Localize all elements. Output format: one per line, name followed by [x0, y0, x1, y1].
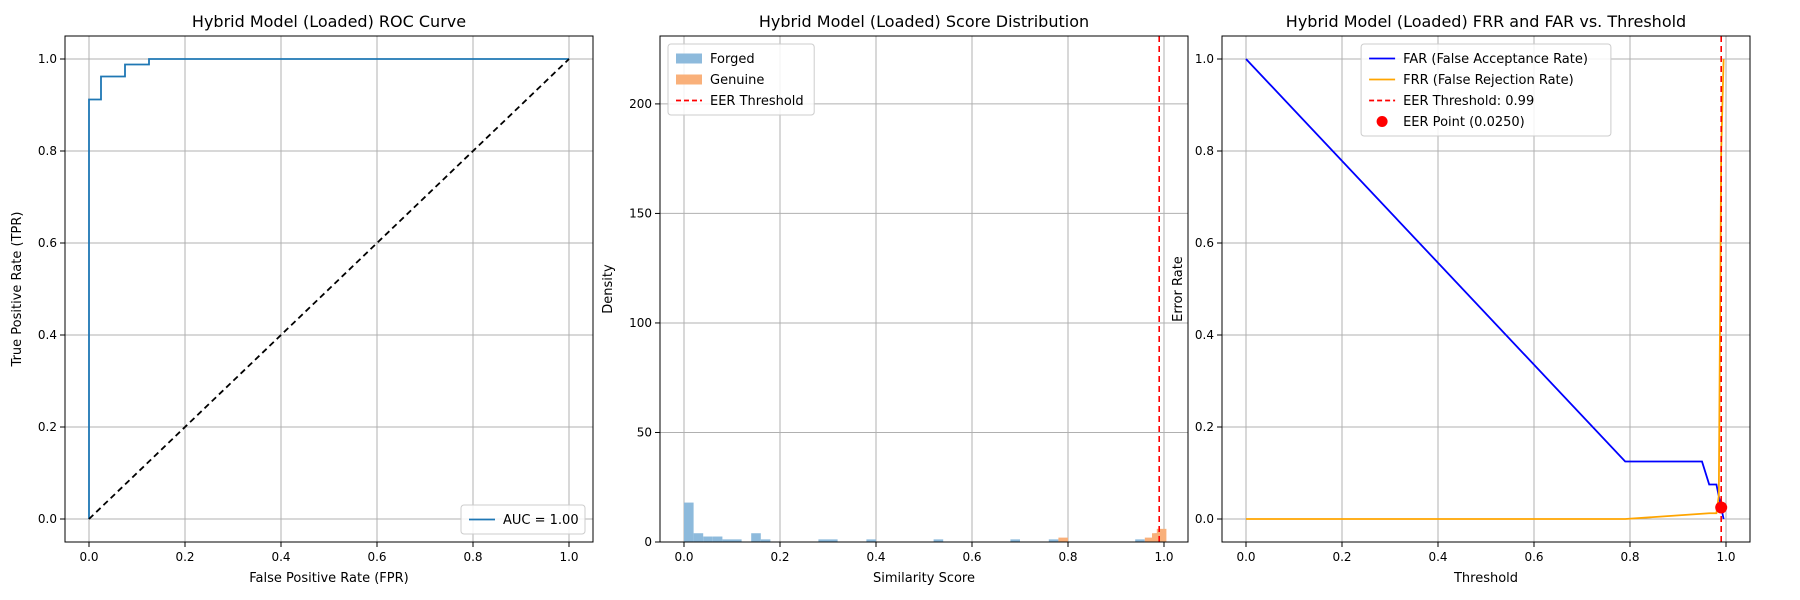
x-tick-label: 0.0: [674, 550, 693, 564]
plot-frame: [1221, 35, 1751, 543]
y-tick-label: 0.6: [38, 236, 57, 250]
x-axis-label: Similarity Score: [873, 571, 975, 586]
plot-frame: [659, 35, 1189, 543]
x-tick-label: 0.8: [1620, 550, 1639, 564]
legend-swatch: [676, 53, 702, 64]
y-tick-label: 0.0: [38, 512, 57, 526]
legend-label: Genuine: [710, 73, 764, 88]
chart-panel-3: 0.0 0.2 0.4 0.6 0.8 1.0 0.0 0.2 0.4 0.6 0.8 1.0 Hybr…: [1171, 12, 1751, 586]
legend-swatch: [1376, 116, 1388, 127]
y-tick-label: 100: [629, 316, 652, 330]
legend-label: EER Point (0.0250): [1403, 115, 1525, 130]
x-tick-label: 0.4: [1428, 550, 1447, 564]
hist-bar-genuine: [1144, 537, 1155, 542]
y-tick-label: 0.6: [1195, 236, 1214, 250]
x-tick-label: 0.2: [770, 550, 789, 564]
y-axis-label: Density: [601, 264, 616, 314]
legend-label: EER Threshold: [710, 94, 804, 109]
x-axis-label: False Positive Rate (FPR): [249, 571, 408, 586]
legend-box: [460, 504, 586, 535]
legend: FAR (False Acceptance Rate) FRR (False Re…: [1360, 43, 1612, 137]
hist-bar-forged: [722, 539, 732, 542]
hist-bar-forged: [693, 533, 704, 542]
hist-bar-genuine: [1058, 537, 1068, 542]
legend-label: FRR (False Rejection Rate): [1403, 73, 1574, 88]
hist-bar-forged: [760, 539, 771, 542]
y-tick-label: 0.2: [38, 420, 57, 434]
chart-title: Hybrid Model (Loaded) FRR and FAR vs. Th…: [1286, 12, 1686, 31]
y-tick-label: 150: [629, 206, 652, 220]
hist-bar-forged: [866, 539, 876, 542]
legend-label: FAR (False Acceptance Rate): [1403, 52, 1588, 67]
x-tick-label: 0.8: [1058, 550, 1077, 564]
x-tick-label: 0.0: [79, 550, 98, 564]
y-tick-label: 0.0: [1195, 512, 1214, 526]
y-axis-label: Error Rate: [1171, 256, 1186, 322]
hist-bar-forged: [1010, 539, 1020, 542]
hist-bar-forged: [933, 539, 944, 542]
chart-title: Hybrid Model (Loaded) ROC Curve: [192, 12, 466, 31]
y-axis-label: True Positive Rate (TPR): [10, 212, 25, 368]
x-tick-label: 0.0: [1236, 550, 1255, 564]
x-tick-label: 1.0: [1154, 550, 1173, 564]
legend-box: [1360, 43, 1612, 137]
legend: Forged Genuine EER Threshold: [667, 43, 815, 116]
chart-title: Hybrid Model (Loaded) Score Distribution: [759, 12, 1089, 31]
x-tick-label: 0.4: [271, 550, 290, 564]
hist-bar-forged: [818, 539, 828, 542]
hist-bar-forged: [751, 533, 761, 542]
y-tick-label: 0: [644, 535, 652, 549]
hist-bar-forged: [1135, 539, 1145, 542]
x-tick-label: 0.8: [463, 550, 482, 564]
x-tick-label: 0.6: [962, 550, 981, 564]
y-tick-label: 0.4: [38, 328, 57, 342]
chart-panel-1: 0.0 0.2 0.4 0.6 0.8 1.0 0.0 0.2 0.4 0.6 0.8 1.0 Hybr…: [10, 12, 594, 586]
eer-point-marker: [1715, 501, 1728, 514]
legend-label: Forged: [710, 52, 755, 67]
hist-bar-forged: [828, 539, 838, 542]
hist-bar-forged: [732, 539, 742, 542]
hist-bar-forged: [1048, 539, 1059, 542]
y-tick-label: 50: [637, 425, 652, 439]
x-tick-label: 1.0: [1716, 550, 1735, 564]
legend: AUC = 1.00: [460, 504, 586, 535]
y-tick-label: 200: [629, 97, 652, 111]
x-axis-label: Threshold: [1453, 571, 1518, 586]
y-tick-label: 0.8: [38, 144, 57, 158]
x-tick-label: 0.2: [1332, 550, 1351, 564]
y-tick-label: 1.0: [1195, 52, 1214, 66]
legend-box: [667, 43, 815, 116]
series-line-1: [88, 58, 569, 519]
hist-bar-forged: [712, 536, 723, 542]
y-tick-label: 0.2: [1195, 420, 1214, 434]
plot-frame: [64, 35, 594, 543]
legend-label: EER Threshold: 0.99: [1403, 94, 1534, 109]
y-tick-label: 0.8: [1195, 144, 1214, 158]
chart-panel-2: 0.0 0.2 0.4 0.6 0.8 1.0 0 50 100 150 200 Hybrid Mod…: [601, 12, 1189, 586]
legend-swatch: [676, 74, 702, 85]
hist-bar-genuine: [1156, 528, 1167, 542]
y-tick-label: 0.4: [1195, 328, 1214, 342]
legend-label: AUC = 1.00: [503, 513, 579, 528]
x-tick-label: 0.6: [367, 550, 386, 564]
hist-bar-forged: [684, 502, 694, 542]
x-tick-label: 1.0: [559, 550, 578, 564]
x-tick-label: 0.6: [1524, 550, 1543, 564]
x-tick-label: 0.4: [866, 550, 885, 564]
series-line-2: [88, 58, 570, 520]
x-tick-label: 0.2: [175, 550, 194, 564]
y-tick-label: 1.0: [38, 52, 57, 66]
hist-bar-forged: [703, 536, 713, 542]
